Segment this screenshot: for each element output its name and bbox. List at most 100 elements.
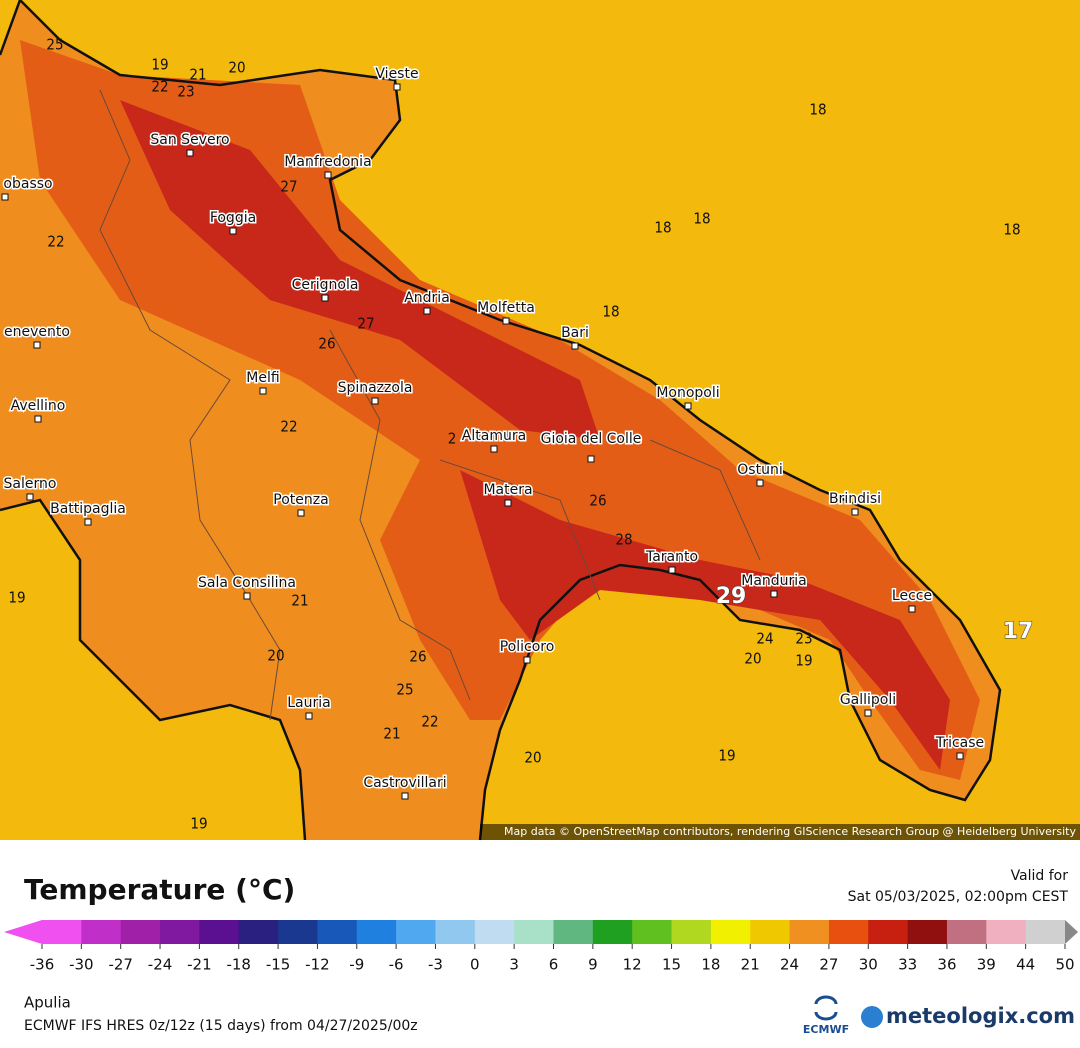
city-label: Taranto (645, 549, 698, 565)
city-marker (1, 193, 9, 201)
colorbar-swatch (553, 920, 594, 944)
colorbar-swatch (946, 920, 987, 944)
colorbar-tick-label: 9 (588, 956, 598, 974)
city-label: Melfi (246, 370, 279, 386)
city-marker (423, 307, 431, 315)
city-marker (756, 479, 764, 487)
colorbar-tick-label: 21 (741, 956, 760, 974)
colorbar-tick-label: 3 (509, 956, 519, 974)
colorbar-swatch (278, 920, 318, 944)
model-info: ECMWF IFS HRES 0z/12z (15 days) from 04/… (24, 1018, 418, 1034)
city-marker (864, 709, 872, 717)
city-label: Sala Consilina (198, 575, 296, 591)
contour-label: 18 (602, 303, 619, 321)
contour-label: 22 (280, 418, 297, 436)
city-marker (84, 518, 92, 526)
colorbar-swatch (396, 920, 436, 944)
city-marker (668, 566, 676, 574)
city-label: Potenza (273, 492, 328, 508)
colorbar-swatch (592, 920, 633, 944)
city-label: Lauria (287, 695, 330, 711)
city-marker (684, 402, 692, 410)
city-marker (502, 317, 510, 325)
contour-label: 19 (795, 652, 812, 670)
city-marker (324, 171, 332, 179)
colorbar-tick-label: 18 (701, 956, 720, 974)
city-marker (571, 342, 579, 350)
city-label: Avellino (11, 398, 66, 414)
colorbar-tick-label: 33 (898, 956, 917, 974)
colorbar-swatch (750, 920, 791, 944)
attribution: Map data © OpenStreetMap contributors, r… (504, 825, 1076, 838)
contour-label: 18 (1003, 221, 1020, 239)
city-label: Battipaglia (50, 501, 126, 517)
contour-label: 17 (1003, 619, 1034, 644)
colorbar-swatch (120, 920, 161, 944)
ecmwf-icon (814, 995, 838, 1021)
city-label: Salerno (4, 476, 57, 492)
city-label: Manduria (741, 573, 807, 589)
colorbar-swatch (356, 920, 397, 944)
contour-label: 22 (151, 78, 168, 96)
city-marker (321, 294, 329, 302)
city-marker (243, 592, 251, 600)
legend-title: Temperature (°C) (24, 873, 295, 906)
contour-label: 19 (190, 815, 207, 833)
colorbar-swatch (42, 920, 82, 944)
borders (99, 89, 761, 721)
contour-label: 18 (654, 219, 671, 237)
city-label: obasso (3, 176, 52, 192)
colorbar-swatch (238, 920, 279, 944)
colorbar-swatch (828, 920, 869, 944)
city-marker (956, 752, 964, 760)
colorbar-tick-label: -6 (389, 956, 404, 974)
colorbar-swatch (710, 920, 751, 944)
contour-label: 27 (280, 178, 297, 196)
city-label: Altamura (462, 428, 526, 444)
city-marker (770, 590, 778, 598)
city-label: Policoro (500, 639, 555, 655)
contour-label: 28 (615, 531, 632, 549)
city-marker (371, 397, 379, 405)
colorbar-tick-label: 36 (937, 956, 956, 974)
colorbar-tick-label: 0 (470, 956, 480, 974)
city-label: Lecce (892, 588, 932, 604)
city-marker (297, 509, 305, 517)
colorbar-swatch (868, 920, 909, 944)
city-marker (259, 387, 267, 395)
brand-icon (861, 1006, 883, 1028)
city-label: Gioia del Colle (541, 431, 642, 447)
contour-label: 22 (47, 233, 64, 251)
colorbar-high-arrow (1065, 920, 1078, 944)
colorbar-tick-label: 39 (977, 956, 996, 974)
city-label: Gallipoli (840, 692, 896, 708)
coastline (0, 0, 1002, 841)
city-marker (33, 341, 41, 349)
contour-label: 29 (716, 584, 747, 609)
colorbar-tick-label: 24 (780, 956, 799, 974)
colorbar-swatch (671, 920, 712, 944)
colorbar-swatch (474, 920, 515, 944)
city-marker (393, 83, 401, 91)
contour-label: 19 (8, 589, 25, 607)
colorbar-swatch (907, 920, 948, 944)
contour-label: 24 (756, 630, 773, 648)
city-label: Ostuni (737, 462, 782, 478)
city-marker (34, 415, 42, 423)
city-marker (229, 227, 237, 235)
contour-label: 25 (396, 681, 413, 699)
city-marker (26, 493, 34, 501)
contour-label: 20 (228, 59, 245, 77)
colorbar-swatch (789, 920, 830, 944)
city-marker (851, 508, 859, 516)
contour-label: 26 (318, 335, 335, 353)
city-label: Castrovillari (363, 775, 446, 791)
colorbar-tick-label: -9 (349, 956, 364, 974)
colorbar-swatch (986, 920, 1027, 944)
city-label: Brindisi (829, 491, 881, 507)
attribution-bg (480, 824, 1080, 840)
colorbar-tick-label: 12 (623, 956, 642, 974)
city-marker (305, 712, 313, 720)
contour-label: 23 (177, 83, 194, 101)
